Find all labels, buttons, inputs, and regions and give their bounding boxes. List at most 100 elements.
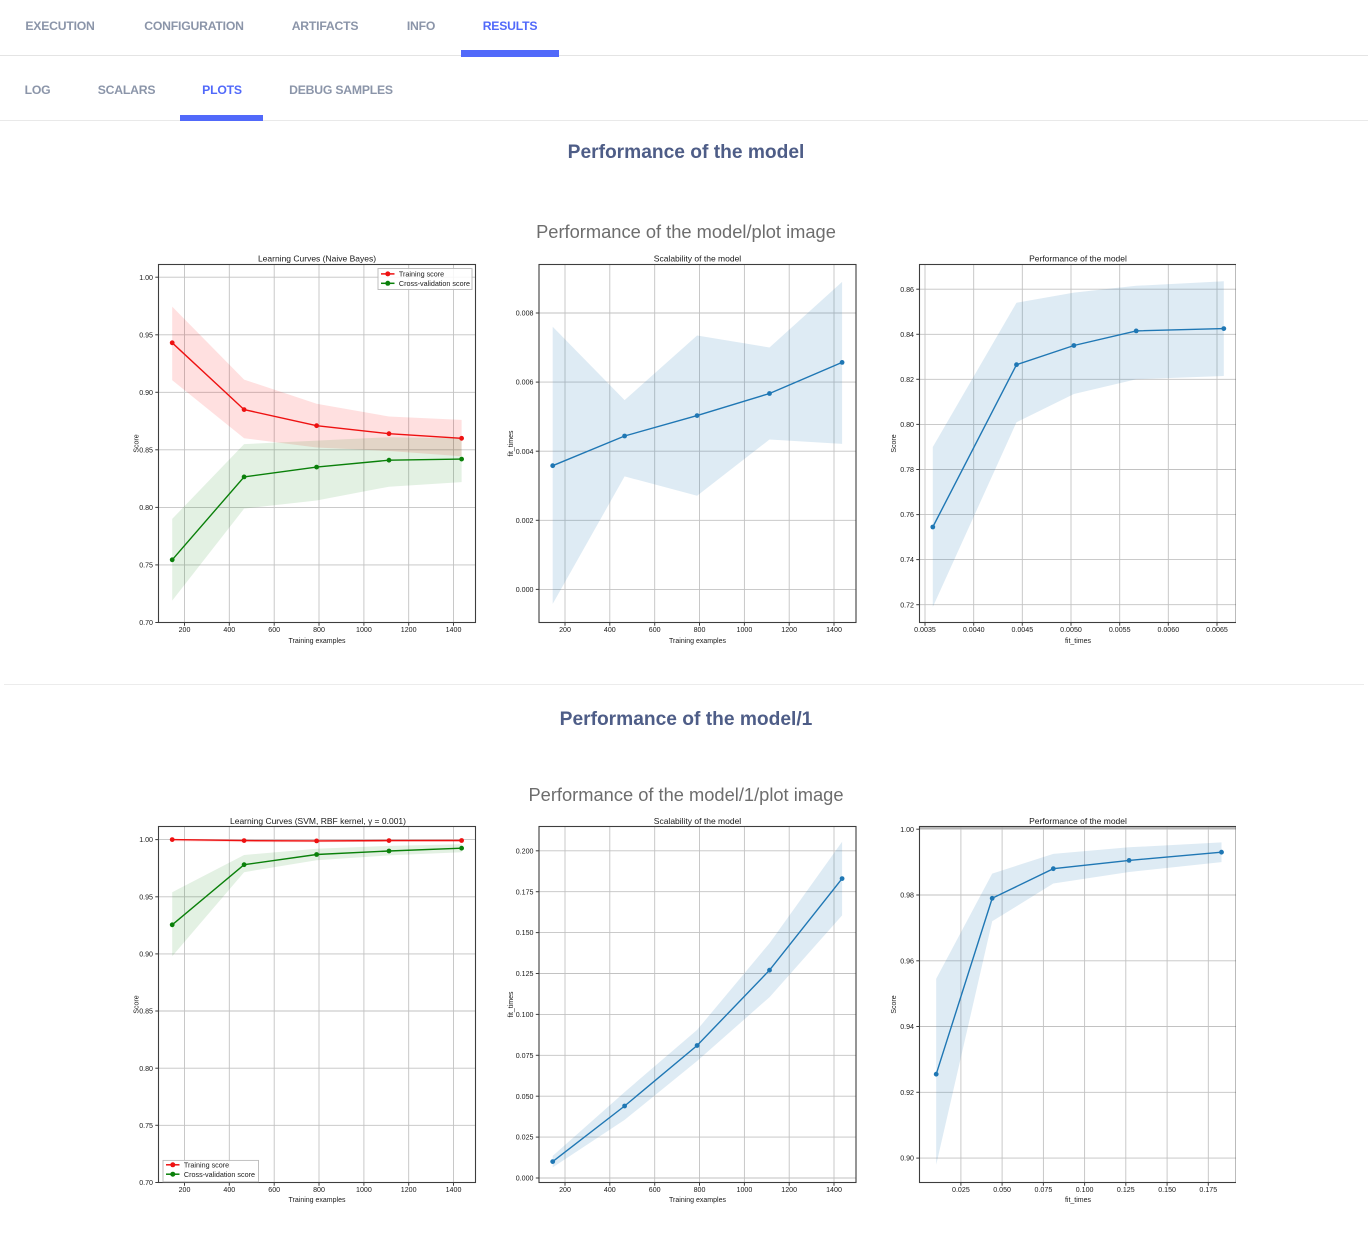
svg-text:1000: 1000 bbox=[356, 1186, 372, 1194]
svg-text:1200: 1200 bbox=[401, 1186, 417, 1194]
svg-text:Training examples: Training examples bbox=[289, 1197, 346, 1204]
svg-text:0.004: 0.004 bbox=[516, 448, 534, 456]
svg-text:0.100: 0.100 bbox=[516, 1011, 534, 1019]
svg-text:0.90: 0.90 bbox=[139, 951, 153, 959]
svg-text:1200: 1200 bbox=[401, 626, 417, 634]
svg-text:0.80: 0.80 bbox=[900, 421, 914, 429]
svg-text:0.84: 0.84 bbox=[900, 331, 914, 339]
svg-text:Cross-validation score: Cross-validation score bbox=[399, 279, 470, 288]
svg-text:0.95: 0.95 bbox=[139, 893, 153, 901]
svg-text:1200: 1200 bbox=[781, 1186, 797, 1194]
svg-text:800: 800 bbox=[694, 1186, 706, 1194]
svg-text:Scalability of the model: Scalability of the model bbox=[654, 254, 742, 264]
svg-text:Scalability of the model: Scalability of the model bbox=[654, 816, 742, 826]
svg-text:0.0040: 0.0040 bbox=[963, 626, 985, 634]
svg-text:0.050: 0.050 bbox=[993, 1186, 1011, 1194]
svg-text:1400: 1400 bbox=[826, 1186, 842, 1194]
svg-text:0.125: 0.125 bbox=[1117, 1186, 1135, 1194]
svg-text:0.075: 0.075 bbox=[516, 1052, 534, 1060]
svg-text:0.98: 0.98 bbox=[900, 892, 914, 900]
svg-text:1.00: 1.00 bbox=[900, 826, 914, 834]
svg-text:Learning Curves (Naive Bayes): Learning Curves (Naive Bayes) bbox=[258, 254, 376, 264]
svg-text:0.90: 0.90 bbox=[139, 389, 153, 397]
svg-text:0.94: 0.94 bbox=[900, 1023, 914, 1031]
svg-text:Cross-validation score: Cross-validation score bbox=[184, 1170, 255, 1179]
svg-text:0.0065: 0.0065 bbox=[1206, 626, 1228, 634]
svg-text:0.100: 0.100 bbox=[1076, 1186, 1094, 1194]
svg-text:0.002: 0.002 bbox=[516, 517, 534, 525]
svg-text:800: 800 bbox=[694, 626, 706, 634]
svg-text:Performance of the model: Performance of the model bbox=[1029, 816, 1127, 826]
svg-text:0.92: 0.92 bbox=[900, 1089, 914, 1097]
svg-text:0.72: 0.72 bbox=[900, 601, 914, 609]
svg-text:600: 600 bbox=[268, 626, 280, 634]
svg-text:fit_times: fit_times bbox=[1065, 638, 1092, 645]
svg-text:0.85: 0.85 bbox=[139, 446, 153, 454]
svg-text:0.0045: 0.0045 bbox=[1011, 626, 1033, 634]
svg-text:1.00: 1.00 bbox=[139, 836, 153, 844]
svg-text:1.00: 1.00 bbox=[139, 274, 153, 282]
svg-text:0.80: 0.80 bbox=[139, 504, 153, 512]
svg-text:0.78: 0.78 bbox=[900, 466, 914, 474]
svg-text:200: 200 bbox=[559, 626, 571, 634]
svg-text:1000: 1000 bbox=[737, 1186, 753, 1194]
svg-text:0.150: 0.150 bbox=[516, 929, 534, 937]
svg-text:Score: Score bbox=[133, 434, 140, 452]
svg-text:0.95: 0.95 bbox=[139, 331, 153, 339]
svg-text:1400: 1400 bbox=[446, 626, 462, 634]
svg-text:0.0060: 0.0060 bbox=[1157, 626, 1179, 634]
svg-text:400: 400 bbox=[223, 1186, 235, 1194]
svg-text:0.075: 0.075 bbox=[1035, 1186, 1053, 1194]
svg-text:0.70: 0.70 bbox=[139, 1179, 153, 1187]
svg-text:Score: Score bbox=[891, 995, 898, 1013]
svg-text:0.0035: 0.0035 bbox=[914, 626, 936, 634]
svg-text:0.75: 0.75 bbox=[139, 562, 153, 570]
svg-text:0.125: 0.125 bbox=[516, 970, 534, 978]
svg-text:0.006: 0.006 bbox=[516, 379, 534, 387]
svg-text:fit_times: fit_times bbox=[508, 430, 515, 457]
svg-text:Performance of the model: Performance of the model bbox=[1029, 254, 1127, 264]
svg-text:1400: 1400 bbox=[446, 1186, 462, 1194]
svg-text:0.96: 0.96 bbox=[900, 957, 914, 965]
svg-text:800: 800 bbox=[313, 1186, 325, 1194]
svg-text:Training examples: Training examples bbox=[669, 1197, 726, 1204]
svg-text:Training score: Training score bbox=[184, 1160, 229, 1169]
svg-text:0.000: 0.000 bbox=[516, 1175, 534, 1183]
svg-text:1400: 1400 bbox=[826, 626, 842, 634]
svg-text:0.150: 0.150 bbox=[1158, 1186, 1176, 1194]
svg-text:Training examples: Training examples bbox=[669, 638, 726, 645]
svg-text:1000: 1000 bbox=[356, 626, 372, 634]
svg-text:Training examples: Training examples bbox=[289, 638, 346, 645]
svg-text:0.80: 0.80 bbox=[139, 1065, 153, 1073]
svg-text:0.85: 0.85 bbox=[139, 1008, 153, 1016]
svg-text:200: 200 bbox=[179, 626, 191, 634]
svg-text:0.75: 0.75 bbox=[139, 1122, 153, 1130]
svg-text:400: 400 bbox=[604, 1186, 616, 1194]
svg-text:200: 200 bbox=[559, 1186, 571, 1194]
svg-text:fit_times: fit_times bbox=[1065, 1197, 1092, 1204]
svg-text:0.050: 0.050 bbox=[516, 1093, 534, 1101]
svg-text:0.74: 0.74 bbox=[900, 556, 914, 564]
svg-text:0.86: 0.86 bbox=[900, 286, 914, 294]
svg-text:0.82: 0.82 bbox=[900, 376, 914, 384]
svg-text:Score: Score bbox=[891, 434, 898, 452]
svg-text:Training score: Training score bbox=[399, 270, 444, 279]
svg-text:Learning Curves (SVM, RBF kern: Learning Curves (SVM, RBF kernel, γ = 0.… bbox=[230, 816, 406, 826]
svg-text:600: 600 bbox=[649, 626, 661, 634]
svg-text:0.025: 0.025 bbox=[516, 1134, 534, 1142]
svg-text:400: 400 bbox=[223, 626, 235, 634]
svg-text:600: 600 bbox=[268, 1186, 280, 1194]
svg-text:800: 800 bbox=[313, 626, 325, 634]
svg-text:400: 400 bbox=[604, 626, 616, 634]
svg-text:0.200: 0.200 bbox=[516, 847, 534, 855]
svg-text:fit_times: fit_times bbox=[508, 991, 515, 1018]
svg-text:Score: Score bbox=[133, 995, 140, 1013]
svg-text:0.0050: 0.0050 bbox=[1060, 626, 1082, 634]
svg-text:0.000: 0.000 bbox=[516, 586, 534, 594]
svg-text:600: 600 bbox=[649, 1186, 661, 1194]
svg-text:0.70: 0.70 bbox=[139, 619, 153, 627]
svg-text:0.175: 0.175 bbox=[516, 888, 534, 896]
svg-text:0.90: 0.90 bbox=[900, 1155, 914, 1163]
svg-text:0.76: 0.76 bbox=[900, 511, 914, 519]
svg-text:0.008: 0.008 bbox=[516, 310, 534, 318]
